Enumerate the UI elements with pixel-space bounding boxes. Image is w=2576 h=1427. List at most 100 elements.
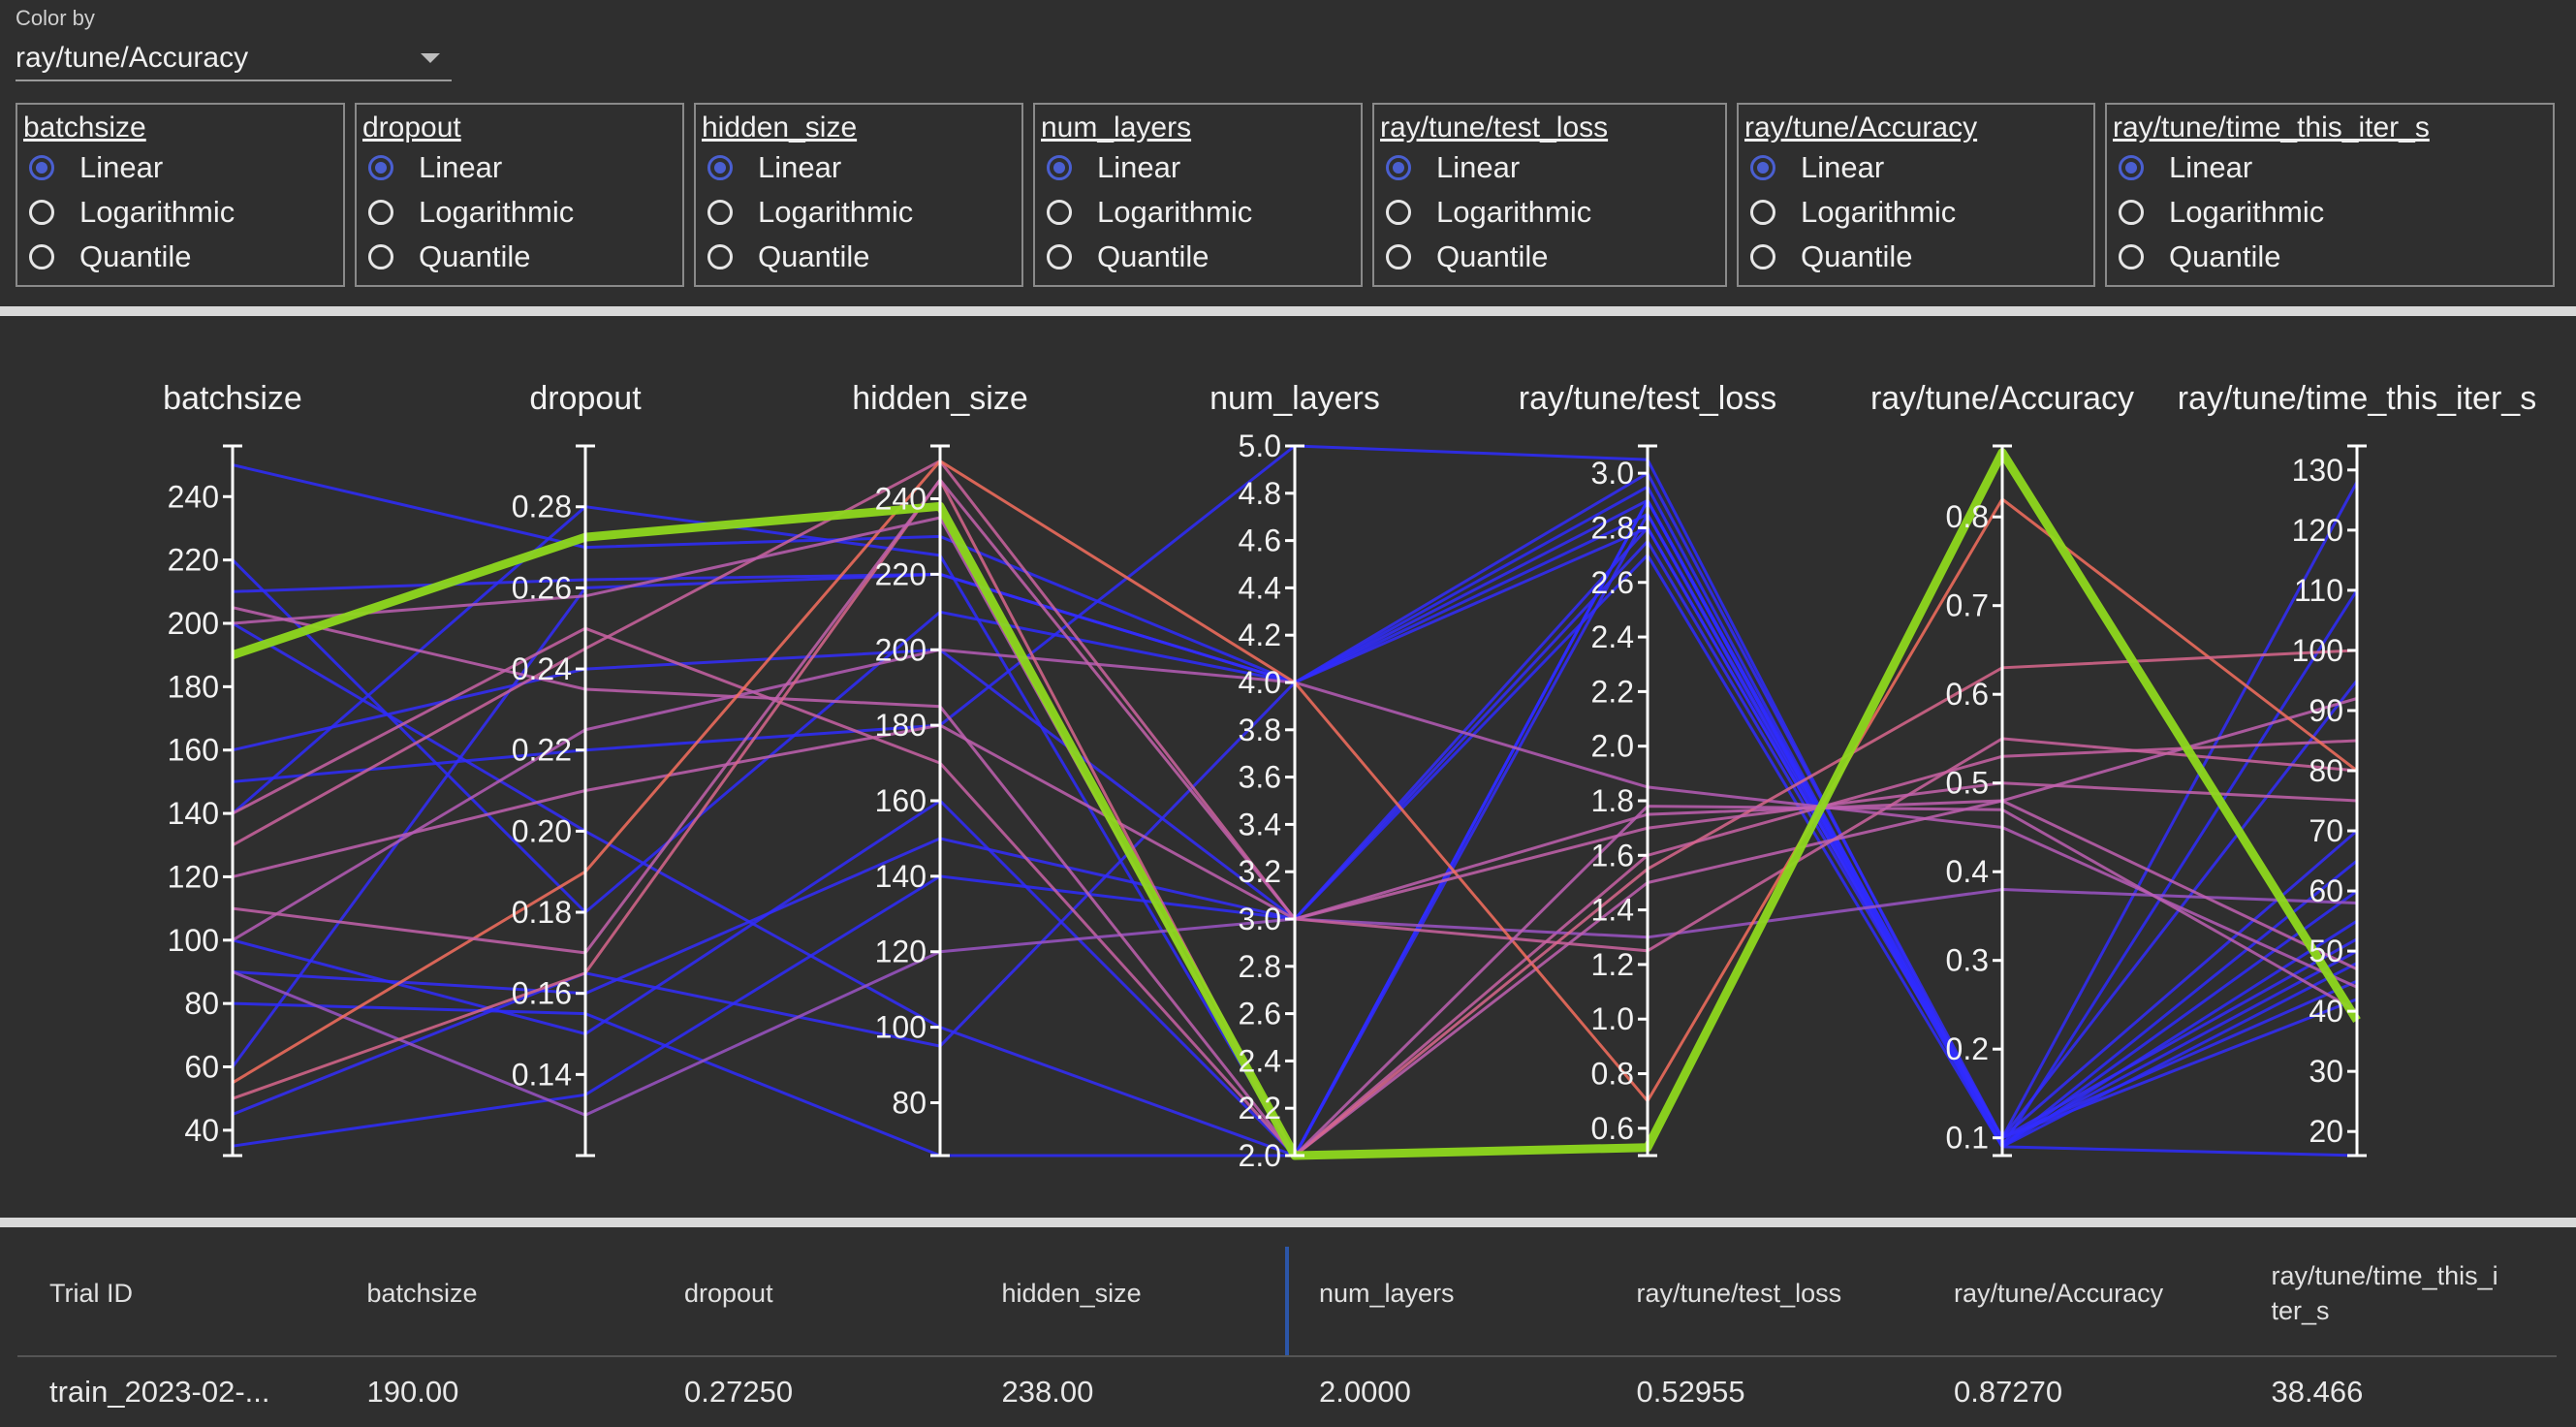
tick-label: 60 [2309, 873, 2343, 908]
tick-label: 180 [875, 708, 927, 743]
column-header[interactable]: hidden_size [1001, 1279, 1142, 1308]
radio-button[interactable] [29, 155, 54, 180]
radio-button[interactable] [29, 244, 54, 270]
tick-label: 50 [2309, 934, 2343, 968]
top-divider [0, 306, 2576, 316]
radio-button[interactable] [368, 155, 393, 180]
radio-button[interactable] [368, 200, 393, 225]
tick-label: 4.4 [1239, 570, 1281, 605]
radio-button[interactable] [707, 155, 733, 180]
radio-button[interactable] [1750, 244, 1775, 270]
scale-box-title: hidden_size [702, 111, 858, 143]
tick-label: 2.6 [1591, 565, 1634, 600]
scale-option-logarithmic[interactable]: Logarithmic [1380, 190, 1719, 235]
scale-option-linear[interactable]: Linear [1744, 145, 2088, 190]
scale-option-logarithmic[interactable]: Logarithmic [2113, 190, 2547, 235]
scale-option-label: Quantile [79, 239, 192, 273]
axis-6[interactable]: 0.1 0.2 0.3 0.4 0.5 0.6 0.7 0.8 ray/tune/Accurac… [1870, 380, 2134, 1157]
radio-button[interactable] [1386, 155, 1411, 180]
parallel-coordinates-plot[interactable]: 40 60 80 100 120 140 160 180 200 220 240 batchsize 0… [0, 318, 2576, 1216]
tick-label: 0.16 [512, 976, 572, 1011]
radio-button[interactable] [2119, 200, 2144, 225]
column-header[interactable]: Trial ID [49, 1279, 133, 1308]
scale-option-linear[interactable]: Linear [362, 145, 676, 190]
scale-option-linear[interactable]: Linear [23, 145, 337, 190]
table-row[interactable]: train_2023-02-... 190.00 0.27250 238.00 2.00… [17, 1357, 2557, 1427]
tick-label: 5.0 [1239, 428, 1281, 463]
axis-3[interactable]: 80 100 120 140 160 180 200 220 240 hidden_size [852, 380, 1028, 1157]
axis-4[interactable]: 2.0 2.2 2.4 2.6 2.8 3.0 3.2 3.4 3.6 3.8 4.0 4.2 4.4 4… [1209, 380, 1380, 1173]
tick-label: 100 [168, 923, 219, 958]
radio-button[interactable] [1047, 155, 1072, 180]
tick-label: 110 [2294, 573, 2343, 608]
column-header[interactable]: ray/tune/Accuracy [1954, 1279, 2164, 1308]
scale-option-quantile[interactable]: Quantile [362, 235, 676, 279]
scale-option-logarithmic[interactable]: Logarithmic [1744, 190, 2088, 235]
scale-option-linear[interactable]: Linear [1041, 145, 1355, 190]
scale-option-logarithmic[interactable]: Logarithmic [702, 190, 1016, 235]
tick-label: 80 [892, 1085, 927, 1120]
tick-label: 3.0 [1591, 456, 1634, 491]
scale-option-label: Linear [419, 150, 503, 184]
radio-button[interactable] [2119, 244, 2144, 270]
scale-option-quantile[interactable]: Quantile [1744, 235, 2088, 279]
radio-button[interactable] [1047, 200, 1072, 225]
scale-option-linear[interactable]: Linear [702, 145, 1016, 190]
chevron-down-icon[interactable] [421, 53, 440, 63]
scale-box-title: batchsize [23, 111, 146, 143]
radio-button[interactable] [2119, 155, 2144, 180]
column-header[interactable]: dropout [684, 1279, 773, 1308]
tick-label: 0.22 [512, 733, 572, 768]
scale-option-label: Quantile [419, 239, 531, 273]
tick-label: 0.7 [1946, 588, 1989, 623]
tick-label: 2.4 [1591, 619, 1634, 654]
radio-button[interactable] [707, 200, 733, 225]
tick-label: 30 [2309, 1054, 2343, 1089]
scale-option-quantile[interactable]: Quantile [23, 235, 337, 279]
scale-option-logarithmic[interactable]: Logarithmic [1041, 190, 1355, 235]
scale-option-quantile[interactable]: Quantile [2113, 235, 2547, 279]
scale-box-1: batchsize Linear Logarithmic Quantile [16, 103, 345, 287]
radio-button[interactable] [1750, 200, 1775, 225]
axis-5[interactable]: 0.6 0.8 1.0 1.2 1.4 1.6 1.8 2.0 2.2 2.4 2.6 2.8 3.0 r… [1519, 380, 1776, 1157]
axis-scale-controls: batchsize Linear Logarithmic Quantile dropou… [16, 103, 2555, 287]
scale-option-label: Logarithmic [79, 195, 236, 229]
tick-label: 2.4 [1239, 1043, 1281, 1078]
column-header[interactable]: batchsize [366, 1279, 478, 1308]
tick-label: 4.0 [1239, 665, 1281, 700]
tick-label: 2.8 [1591, 510, 1634, 545]
scale-option-label: Linear [1801, 150, 1885, 184]
axis-1[interactable]: 40 60 80 100 120 140 160 180 200 220 240 batchsize [163, 380, 302, 1157]
axis-7[interactable]: 20 30 40 50 60 70 80 90 100 110 120 130 ray/tune/tim… [2178, 380, 2536, 1157]
table-cell: train_2023-02-... [49, 1375, 270, 1409]
scale-option-label: Linear [2169, 150, 2253, 184]
scale-option-quantile[interactable]: Quantile [1380, 235, 1719, 279]
scale-option-label: Quantile [2169, 239, 2281, 273]
scale-option-linear[interactable]: Linear [2113, 145, 2547, 190]
tick-label: 0.6 [1946, 677, 1989, 712]
scale-option-logarithmic[interactable]: Logarithmic [23, 190, 337, 235]
radio-button[interactable] [1386, 244, 1411, 270]
table-header: Trial ID batchsize dropout hidden_size num_l… [17, 1231, 2557, 1357]
column-header[interactable]: num_layers [1319, 1279, 1455, 1308]
radio-button[interactable] [368, 244, 393, 270]
column-resize-handle[interactable] [1285, 1247, 1289, 1355]
scale-option-logarithmic[interactable]: Logarithmic [362, 190, 676, 235]
tick-label: 140 [875, 859, 927, 894]
radio-button[interactable] [707, 244, 733, 270]
scale-option-linear[interactable]: Linear [1380, 145, 1719, 190]
axis-2[interactable]: 0.14 0.16 0.18 0.20 0.22 0.24 0.26 0.28 dropout [512, 380, 642, 1157]
radio-button[interactable] [1386, 200, 1411, 225]
tick-label: 0.4 [1946, 854, 1989, 889]
column-header[interactable]: ray/tune/time_this_i ter_s [2271, 1261, 2498, 1325]
radio-button[interactable] [1750, 155, 1775, 180]
tick-label: 240 [875, 482, 927, 517]
radio-button[interactable] [1047, 244, 1072, 270]
radio-button[interactable] [29, 200, 54, 225]
column-header[interactable]: ray/tune/test_loss [1636, 1279, 1842, 1308]
tick-label: 3.4 [1239, 807, 1281, 841]
tick-label: 4.2 [1239, 618, 1281, 652]
scale-option-quantile[interactable]: Quantile [702, 235, 1016, 279]
color-by-select[interactable]: ray/tune/Accuracy [16, 37, 452, 81]
scale-option-quantile[interactable]: Quantile [1041, 235, 1355, 279]
